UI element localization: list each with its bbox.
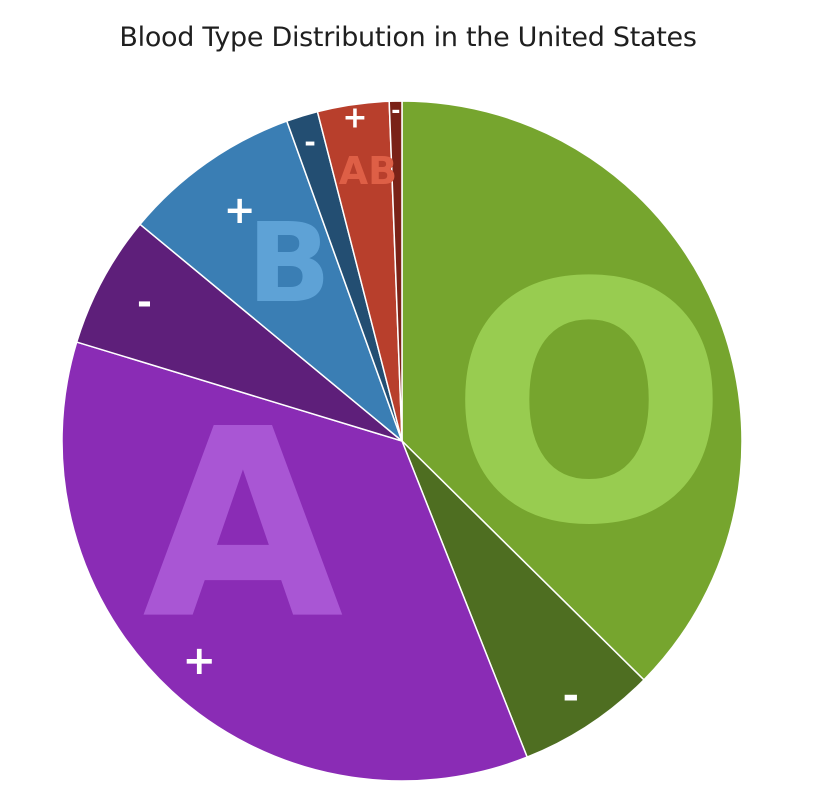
chart-title: Blood Type Distribution in the United St… [119, 22, 697, 53]
slice-sign-label-ab-neg: - [391, 99, 400, 124]
slice-sign-label-a-neg: - [137, 282, 152, 323]
slice-sign-label-o-pos: + [659, 305, 691, 349]
slice-sign-label-ab-pos: + [342, 101, 367, 136]
pie-slice-b-pos [138, 120, 404, 444]
slice-sign-label-o-neg: - [562, 673, 579, 719]
group-label-b: B [247, 199, 331, 327]
slice-sign-label-b-pos: + [224, 188, 256, 232]
group-label-a: A [142, 375, 345, 677]
pie-slice-o-neg [401, 440, 645, 759]
slice-sign-label-b-neg: - [304, 126, 316, 159]
group-label-o: O [449, 213, 730, 597]
pie-slice-ab-neg [388, 100, 403, 442]
pie-slice-o-pos [401, 100, 743, 681]
group-label-ab: AB [339, 149, 397, 193]
pie-slice-a-neg [75, 223, 403, 442]
pie-slice-a-pos [61, 341, 529, 782]
slice-sign-label-a-pos: + [182, 638, 216, 684]
